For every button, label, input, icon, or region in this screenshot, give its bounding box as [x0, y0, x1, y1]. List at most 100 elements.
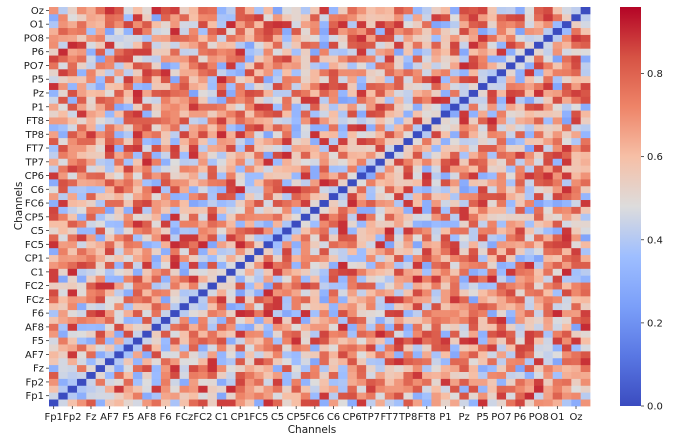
heatmap-cell [282, 399, 292, 407]
heatmap-cell [347, 48, 358, 56]
heatmap-cell [310, 275, 320, 283]
heatmap-cell [76, 247, 87, 256]
heatmap-cell [151, 240, 162, 249]
heatmap-cell [450, 350, 460, 359]
heatmap-cell [272, 48, 283, 56]
heatmap-cell [291, 89, 302, 97]
heatmap-cell [216, 34, 227, 42]
heatmap-cell [496, 302, 507, 311]
heatmap-cell [487, 82, 498, 90]
heatmap-cell [123, 137, 134, 145]
heatmap-cell [216, 344, 227, 352]
heatmap-cell [207, 247, 218, 256]
heatmap-cell [422, 55, 432, 63]
heatmap-cell [468, 316, 479, 324]
heatmap-cell [300, 364, 311, 372]
heatmap-cell [562, 268, 572, 276]
heatmap-cell [160, 41, 171, 49]
heatmap-cell [86, 34, 97, 42]
heatmap-cell [431, 199, 442, 207]
heatmap-cell [459, 371, 470, 379]
heatmap-cell [506, 316, 516, 324]
heatmap-cell [291, 117, 302, 125]
heatmap-cell [254, 213, 264, 221]
heatmap-cell [403, 96, 414, 104]
heatmap-cell [67, 165, 78, 173]
heatmap-cell [151, 27, 162, 35]
heatmap-cell [338, 350, 348, 359]
heatmap-cell [562, 357, 572, 366]
heatmap-cell [450, 137, 460, 145]
heatmap-cell [412, 309, 423, 317]
heatmap-cell [478, 234, 488, 242]
heatmap-cell [356, 364, 367, 372]
heatmap-cell [319, 178, 330, 187]
heatmap-cell [403, 55, 414, 63]
heatmap-cell [254, 185, 264, 194]
heatmap-cell [394, 110, 404, 118]
heatmap-cell [478, 316, 488, 324]
heatmap-cell [104, 254, 115, 262]
heatmap-cell [170, 399, 180, 407]
heatmap-cell [310, 337, 320, 345]
heatmap-cell [132, 82, 143, 90]
heatmap-cell [394, 137, 404, 145]
heatmap-cell [543, 165, 554, 173]
heatmap-cell [207, 371, 218, 379]
heatmap-cell [356, 392, 367, 400]
heatmap-cell [562, 34, 572, 42]
heatmap-cell [534, 323, 544, 331]
heatmap-cell [440, 96, 451, 104]
heatmap-cell [431, 344, 442, 352]
heatmap-cell [571, 378, 582, 386]
heatmap-cell [95, 275, 106, 283]
heatmap-cell [179, 337, 190, 345]
heatmap-cell [338, 144, 348, 152]
heatmap-cell [226, 75, 236, 84]
heatmap-cell [571, 254, 582, 262]
heatmap-cell [310, 344, 320, 352]
heatmap-cell [478, 344, 488, 352]
heatmap-cell [86, 302, 97, 311]
heatmap-cell [459, 247, 470, 256]
heatmap-cell [571, 392, 582, 400]
heatmap-cell [67, 247, 78, 256]
heatmap-cell [496, 172, 507, 180]
heatmap-cell [170, 350, 180, 359]
heatmap-cell [328, 185, 339, 194]
heatmap-cell [328, 323, 339, 331]
heatmap-cell [188, 96, 199, 104]
heatmap-cell [198, 309, 208, 317]
heatmap-cell [496, 392, 507, 400]
heatmap-cell [207, 20, 218, 29]
heatmap-cell [132, 172, 143, 180]
heatmap-cell [524, 309, 535, 317]
heatmap-cell [524, 295, 535, 304]
heatmap-cell [412, 357, 423, 366]
heatmap-cell [123, 302, 134, 311]
heatmap-cell [487, 110, 498, 118]
heatmap-cell [291, 55, 302, 63]
heatmap-cell [282, 48, 292, 56]
heatmap-cell [338, 96, 348, 104]
heatmap-cell [179, 41, 190, 49]
heatmap-cell [487, 302, 498, 311]
heatmap-cell [478, 350, 488, 359]
heatmap-cell [506, 378, 516, 386]
heatmap-cell [179, 110, 190, 118]
heatmap-cell [95, 282, 106, 290]
heatmap-cell [534, 275, 544, 283]
heatmap-cell [282, 158, 292, 166]
heatmap-cell [580, 247, 591, 256]
heatmap-cell [76, 151, 87, 159]
heatmap-cell [67, 295, 78, 304]
heatmap-cell [543, 130, 554, 139]
heatmap-cell [226, 268, 236, 276]
heatmap-cell [496, 399, 507, 407]
heatmap-cell [571, 172, 582, 180]
heatmap-cell [95, 350, 106, 359]
heatmap-cell [272, 130, 283, 139]
heatmap-cell [515, 192, 526, 201]
heatmap-cell [515, 323, 526, 331]
heatmap-cell [571, 240, 582, 249]
